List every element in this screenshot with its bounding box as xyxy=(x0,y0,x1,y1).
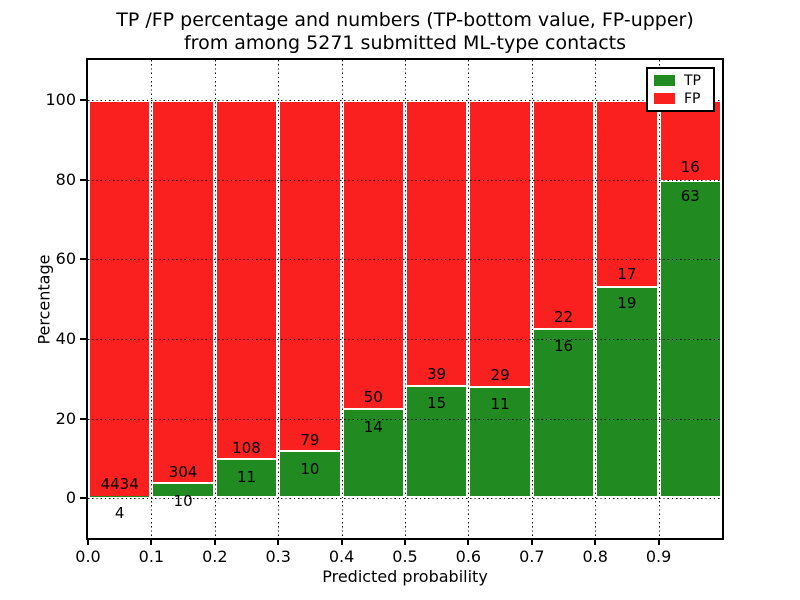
bar-0.5-0.6 xyxy=(405,99,469,499)
x-tick-label: 0.0 xyxy=(75,547,101,566)
x-tick-label: 0.6 xyxy=(455,547,482,566)
bar-0.9-1.0 xyxy=(658,99,722,499)
bar-segment-tp xyxy=(660,179,720,497)
y-tick-mark xyxy=(80,98,87,101)
legend-entry-fp: FP xyxy=(654,92,707,106)
gridline-y-0 xyxy=(88,498,722,500)
fp-count-label: 39 xyxy=(427,364,447,383)
bar-segment-tp xyxy=(597,286,657,497)
fp-count-label: 79 xyxy=(300,430,320,449)
gridline-x-0.5 xyxy=(405,60,406,538)
legend: TP FP xyxy=(646,67,715,112)
legend-entry-tp: TP xyxy=(654,74,707,88)
x-tick-mark xyxy=(530,539,533,545)
tp-count-label: 63 xyxy=(680,187,700,206)
legend-swatch-fp xyxy=(654,93,675,104)
legend-label: TP xyxy=(684,72,701,89)
tp-count-label: 11 xyxy=(236,467,257,486)
fp-count-label: 50 xyxy=(363,388,383,407)
bar-segment-tp xyxy=(533,328,594,497)
x-tick-mark xyxy=(150,539,153,545)
x-axis-label: Predicted probability xyxy=(322,567,488,586)
gridline-x-0.2 xyxy=(214,60,216,538)
fp-count-label: 304 xyxy=(168,462,198,481)
x-tick-label: 0.1 xyxy=(138,547,165,566)
x-tick-label: 0.4 xyxy=(328,547,355,566)
y-tick-mark xyxy=(80,497,87,500)
fp-count-label: 4434 xyxy=(100,475,139,494)
bar-segment-tp xyxy=(280,449,340,497)
gridline-x-0.4 xyxy=(341,60,343,538)
gridline-x-0.6 xyxy=(468,60,470,538)
y-tick-mark xyxy=(80,258,87,261)
x-tick-mark xyxy=(657,539,660,545)
y-tick-label: 100 xyxy=(45,89,76,109)
bar-segment-tp xyxy=(343,407,403,497)
x-tick-mark xyxy=(87,539,89,545)
x-tick-label: 0.3 xyxy=(265,547,291,566)
y-tick-mark xyxy=(80,178,87,181)
gridline-y-20 xyxy=(88,418,722,420)
y-tick-mark xyxy=(80,417,87,420)
x-tick-label: 0.7 xyxy=(519,547,545,566)
x-tick-mark xyxy=(213,539,216,545)
bar-0.3-0.4 xyxy=(278,99,342,499)
gridline-x-0.1 xyxy=(151,60,153,538)
bar-segment-tp xyxy=(216,457,277,497)
chart-title: TP /FP percentage and numbers (TP-bottom… xyxy=(88,9,722,55)
gridline-x-0.7 xyxy=(531,60,533,538)
tp-count-label: 11 xyxy=(490,395,510,414)
fp-count-label: 29 xyxy=(490,366,510,385)
bar-0.6-0.7 xyxy=(468,99,532,499)
gridline-y-40 xyxy=(88,338,722,340)
legend-swatch-tp xyxy=(654,75,675,86)
x-tick-mark xyxy=(340,539,343,545)
bar-0.1-0.2 xyxy=(151,99,215,499)
tp-count-label: 10 xyxy=(173,492,193,511)
fp-count-label: 16 xyxy=(680,157,700,176)
x-tick-mark xyxy=(404,539,406,545)
tp-count-label: 14 xyxy=(363,417,383,436)
y-axis-label: Percentage xyxy=(34,254,54,345)
bar-segment-tp xyxy=(407,384,467,497)
gridline-x-0.8 xyxy=(595,60,597,538)
x-tick-label: 0.5 xyxy=(392,547,418,566)
y-tick-mark xyxy=(80,337,87,340)
fp-count-label: 17 xyxy=(617,265,637,284)
gridline-y-100 xyxy=(88,99,722,101)
y-tick-label: 0 xyxy=(65,488,76,508)
chart-title-line2: from among 5271 submitted ML-type contac… xyxy=(183,32,627,54)
bar-segment-tp xyxy=(470,385,530,497)
gridline-x-0.3 xyxy=(278,60,280,538)
y-tick-label: 40 xyxy=(55,328,76,348)
bar-0.7-0.8 xyxy=(531,99,596,499)
fp-count-label: 22 xyxy=(553,307,574,326)
bar-0.8-0.9 xyxy=(595,99,659,499)
tp-count-label: 15 xyxy=(427,394,447,413)
chart-title-line1: TP /FP percentage and numbers (TP-bottom… xyxy=(116,9,694,31)
x-tick-label: 0.2 xyxy=(202,547,228,566)
x-tick-label: 0.9 xyxy=(645,547,672,566)
gridline-x-0.9 xyxy=(658,60,660,538)
tp-count-label: 16 xyxy=(553,336,574,355)
y-tick-label: 60 xyxy=(55,249,76,269)
x-tick-mark xyxy=(467,539,470,545)
y-tick-label: 80 xyxy=(55,169,76,189)
tp-count-label: 19 xyxy=(617,294,637,313)
x-tick-mark xyxy=(594,539,597,545)
x-tick-mark xyxy=(277,539,280,545)
fp-count-label: 108 xyxy=(232,438,261,457)
legend-label: FP xyxy=(684,90,701,107)
bar-0.0-0.1 xyxy=(88,99,152,499)
bar-0.4-0.5 xyxy=(341,99,405,499)
x-tick-label: 0.8 xyxy=(582,547,608,566)
bar-segment-tp xyxy=(153,481,213,497)
bar-0.2-0.3 xyxy=(214,99,279,499)
y-tick-label: 20 xyxy=(55,408,76,428)
tp-count-label: 4 xyxy=(114,504,125,523)
tp-count-label: 10 xyxy=(300,459,320,478)
gridline-y-60 xyxy=(88,259,722,261)
gridline-y-80 xyxy=(88,179,722,181)
